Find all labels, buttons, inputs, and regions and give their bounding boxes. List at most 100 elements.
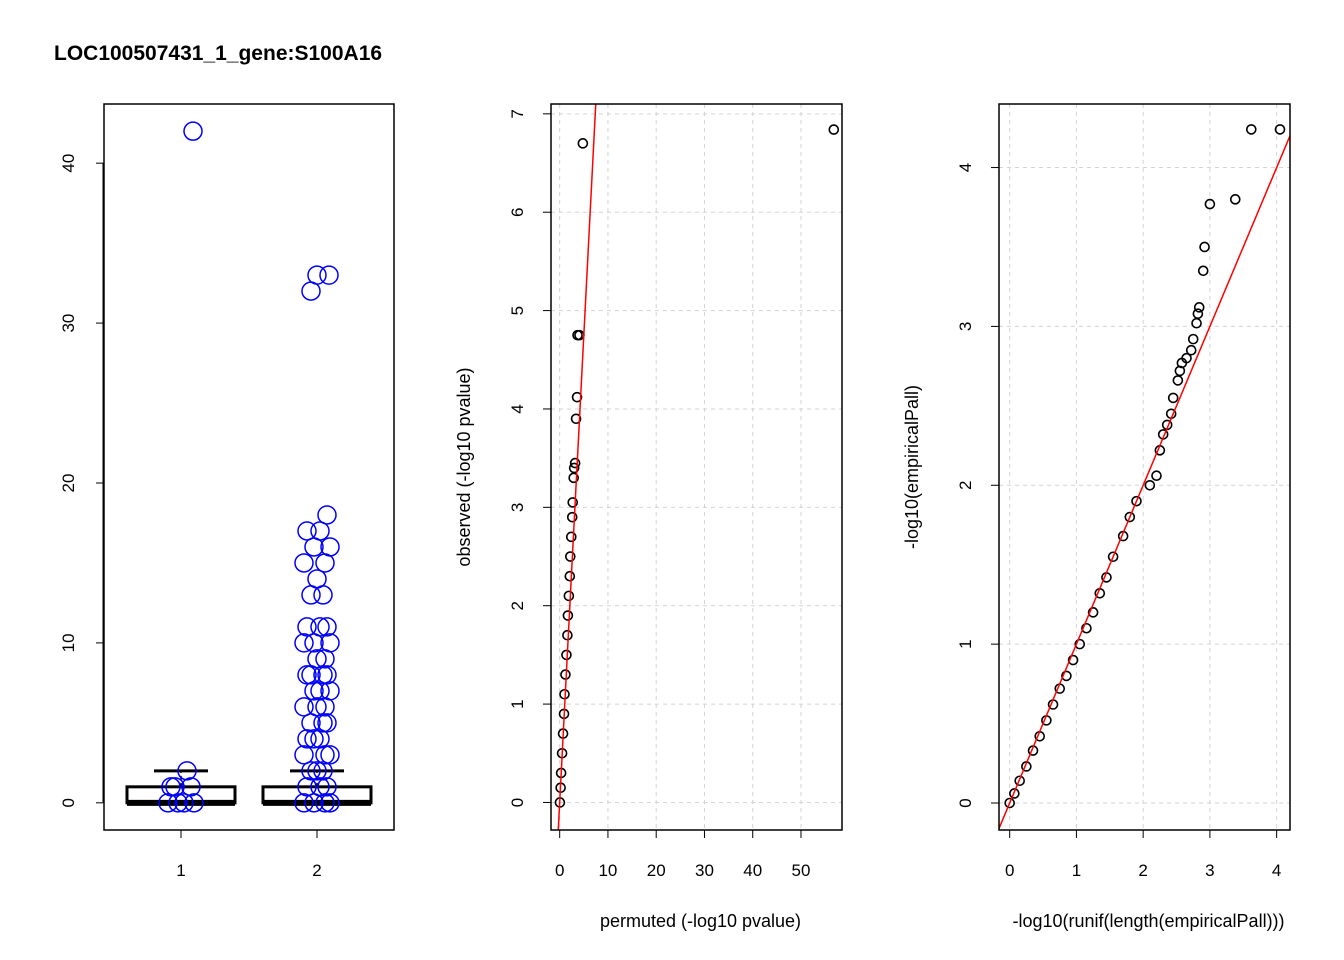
qq-point (562, 629, 573, 641)
qq-point (1144, 479, 1156, 491)
box-point (301, 585, 321, 605)
qq-point (1172, 375, 1184, 386)
box-frame (103, 103, 395, 831)
box-point (307, 761, 327, 781)
qq-point (1185, 344, 1197, 356)
qq-point (1081, 622, 1092, 634)
box-point (317, 617, 337, 637)
y-axis-label: -log10(empiricalPall) (902, 385, 922, 549)
qq-point (1193, 302, 1205, 313)
qq-point (567, 497, 579, 508)
qq-point (1197, 265, 1209, 277)
box-point (317, 505, 337, 525)
y-axis-label: observed (-log10 pvalue) (454, 367, 474, 566)
qq-point (1192, 308, 1204, 319)
box-y-tick-label: 0 (59, 798, 78, 807)
qq-point (1004, 797, 1015, 809)
qq-point (563, 590, 575, 602)
qq-point (1174, 365, 1186, 377)
box-point (294, 793, 314, 813)
qq-point (1061, 670, 1072, 682)
qq-point (1199, 241, 1210, 253)
box-point (294, 633, 314, 653)
plot-frame (998, 103, 1291, 831)
box-point (301, 713, 321, 733)
y-tick-label: 3 (956, 322, 975, 331)
box-point (301, 665, 321, 685)
qq-point (1274, 124, 1286, 135)
plot-area (999, 124, 1290, 829)
y-tick-label: 5 (508, 306, 527, 315)
box-point (294, 553, 314, 573)
box-point (317, 713, 337, 733)
qq-point (568, 462, 580, 474)
box-point (158, 793, 178, 813)
y-tick-label: 4 (956, 163, 975, 172)
x-axis-label: -log10(runif(length(empiricalPall))) (1012, 911, 1284, 931)
box-point (315, 793, 335, 813)
box-point (297, 777, 317, 797)
box-point (297, 729, 317, 749)
x-axis-label: permuted (-log10 pvalue) (600, 911, 801, 931)
box-point (304, 729, 324, 749)
qq-point (571, 391, 583, 403)
box-point (304, 681, 324, 701)
x-tick-label: 2 (1138, 861, 1147, 880)
box-point (313, 665, 333, 685)
qq-point (562, 610, 574, 621)
box-point (319, 265, 339, 285)
box-1 (125, 769, 237, 806)
x-tick-label: 3 (1205, 861, 1214, 880)
qq-point (1151, 470, 1162, 482)
qq-point (568, 472, 579, 484)
box-point (317, 777, 337, 797)
box-point (320, 745, 340, 765)
x-tick-label: 0 (555, 861, 564, 880)
box-point (294, 745, 314, 765)
qq-point (1204, 198, 1216, 210)
qq-point (828, 124, 840, 135)
x-tick-label: 4 (1272, 861, 1281, 880)
box-point (313, 585, 333, 605)
qq-point (1124, 511, 1136, 523)
x-tick-label: 30 (695, 861, 714, 880)
qq-point (572, 329, 583, 341)
box-point (181, 777, 201, 797)
y-tick-label: 0 (956, 798, 975, 807)
qq-point (1131, 495, 1142, 507)
box-point (174, 793, 194, 813)
box-point (313, 713, 333, 733)
box-point (315, 745, 335, 765)
plot-frame (550, 103, 843, 831)
y-tick-label: 4 (508, 404, 527, 413)
x-tick-label: 10 (598, 861, 617, 880)
qq-point (564, 570, 576, 582)
y-tick-label: 2 (956, 481, 975, 490)
boxplot-panel: 0 10 20 30 40 1 2 (59, 103, 395, 880)
box-point (297, 617, 317, 637)
box-point (304, 793, 324, 813)
box-point (301, 761, 321, 781)
qq-point (565, 531, 577, 543)
x-tick-label: 40 (743, 861, 762, 880)
x-tick-label: 1 (1072, 861, 1081, 880)
qq-point (577, 138, 589, 149)
y-tick-label: 2 (508, 601, 527, 610)
box-point (161, 777, 181, 797)
qq-point (1087, 607, 1099, 618)
qq-point (1009, 788, 1020, 799)
qq-point (565, 551, 576, 562)
box-y-tick-label: 10 (59, 633, 78, 652)
box-point (184, 793, 204, 813)
box-point (320, 793, 340, 813)
x-tick-label: 50 (792, 861, 811, 880)
box-point (297, 521, 317, 541)
qq-point (1229, 194, 1241, 205)
reference-line (999, 135, 1290, 829)
y-tick-label: 1 (508, 699, 527, 708)
box-y-tick-label: 30 (59, 314, 78, 333)
qq-point (1014, 775, 1025, 787)
box-point (168, 793, 188, 813)
box-point (304, 633, 324, 653)
box-point (304, 537, 324, 557)
